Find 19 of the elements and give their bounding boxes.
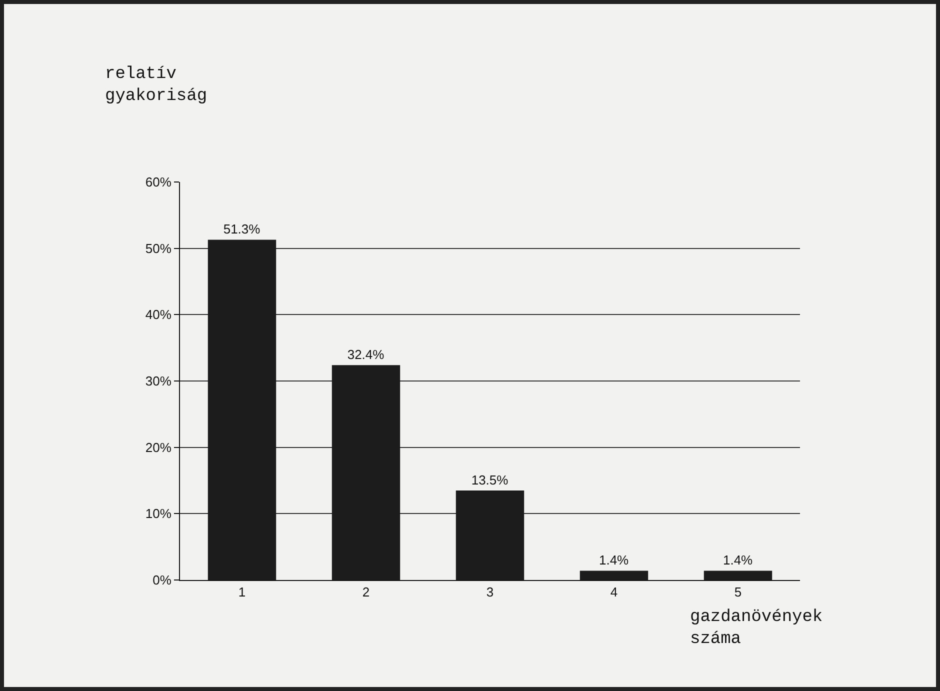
data-label: 13.5% xyxy=(471,472,509,488)
x-tick-label: 1 xyxy=(238,584,246,600)
y-tick-label: 60% xyxy=(145,174,172,190)
y-tick-label: 20% xyxy=(145,440,172,455)
data-label: 1.4% xyxy=(598,552,630,568)
y-tick-label: 50% xyxy=(145,240,172,256)
y-tick-label: 10% xyxy=(145,506,172,522)
data-label: 1.4% xyxy=(722,552,754,568)
y-axis-title: relatív gyakoriság xyxy=(105,65,208,106)
x-tick-label: 4 xyxy=(610,584,618,600)
x-tick-label: 3 xyxy=(486,584,494,600)
x-axis-title: gazdanövények száma xyxy=(690,608,823,650)
y-tick-label: 0% xyxy=(152,572,172,588)
y-tick-label: 40% xyxy=(145,307,172,322)
data-label: 32.4% xyxy=(347,347,385,362)
x-tick-label: 5 xyxy=(734,584,742,600)
x-tick-label: 2 xyxy=(362,584,370,600)
y-tick-label: 30% xyxy=(145,374,172,389)
data-label: 51.3% xyxy=(223,222,261,237)
